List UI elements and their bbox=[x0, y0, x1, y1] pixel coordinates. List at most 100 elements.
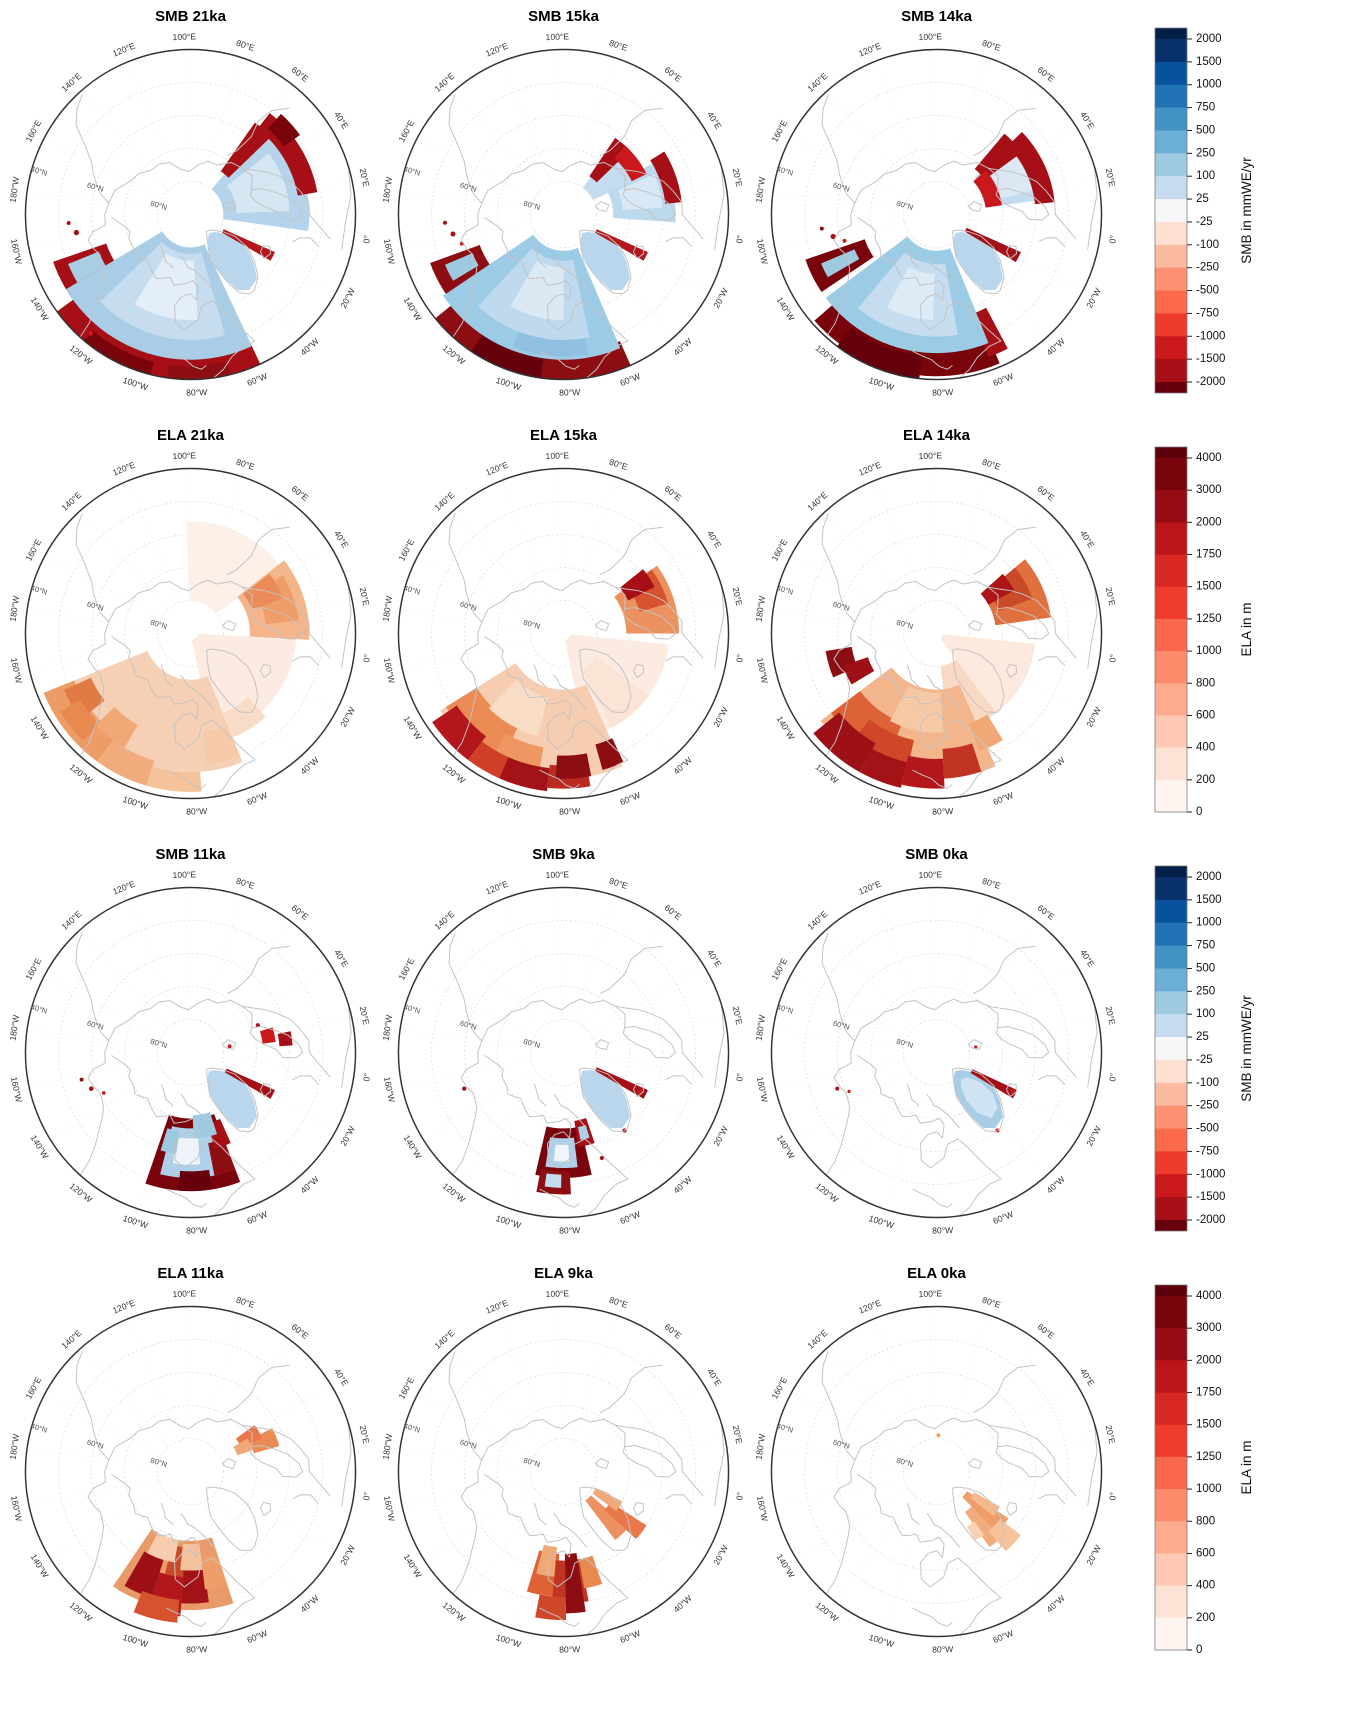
colorbar-tick-label: 1000 bbox=[1196, 917, 1222, 929]
longitude-label: 180°W bbox=[381, 175, 395, 203]
longitude-label: 100°E bbox=[172, 1288, 196, 1299]
longitude-label: 160°E bbox=[23, 118, 43, 144]
longitude-gridline bbox=[75, 505, 169, 610]
colorbar-tick-label: 500 bbox=[1196, 124, 1215, 136]
longitude-gridline bbox=[969, 1475, 1102, 1496]
longitude-label: 180°W bbox=[754, 175, 768, 203]
longitude-label: 100°W bbox=[122, 1632, 151, 1650]
panel-title: SMB 0ka bbox=[905, 846, 968, 863]
panel-title: SMB 21ka bbox=[155, 8, 226, 25]
longitude-label: 60°E bbox=[290, 903, 311, 923]
coastline bbox=[75, 94, 110, 204]
longitude-gridline bbox=[210, 917, 297, 1027]
longitude-label: 160°E bbox=[396, 956, 416, 982]
coastline bbox=[854, 998, 999, 1042]
longitude-label: 80°E bbox=[981, 457, 1002, 472]
coastline bbox=[553, 1512, 588, 1548]
colorbar-tick-label: 500 bbox=[1196, 962, 1215, 974]
coastline bbox=[1005, 1082, 1018, 1098]
longitude-label: 60°E bbox=[1036, 1322, 1057, 1342]
longitude-label: 80°W bbox=[186, 1225, 208, 1236]
data-region bbox=[974, 1045, 978, 1049]
data-region bbox=[445, 687, 519, 759]
longitude-label: 0° bbox=[361, 234, 372, 244]
longitude-label: 40°E bbox=[1078, 1367, 1097, 1388]
longitude-label: 140°W bbox=[402, 1133, 425, 1161]
colorbar-tick-label: 200 bbox=[1196, 774, 1215, 786]
longitude-label: 140°W bbox=[29, 1133, 52, 1161]
coastline bbox=[79, 621, 110, 757]
longitude-label: 20°W bbox=[711, 1543, 730, 1567]
coastline bbox=[160, 1083, 174, 1107]
colorbar-segment bbox=[1155, 1617, 1187, 1651]
longitude-label: 160°W bbox=[755, 238, 770, 266]
coastline bbox=[912, 1607, 953, 1627]
panel-ela-9ka: ELA 9ka 0° 20°E 40°E 60°E 80°E 100°E 120°E 140°E… bbox=[377, 1263, 750, 1658]
longitude-label: 60°W bbox=[246, 790, 270, 808]
colorbar-tick-label: 400 bbox=[1196, 1580, 1215, 1592]
colorbar-tick-label: -500 bbox=[1196, 285, 1219, 297]
figure-root: SMB 21ka 0° 20°E 40°E 60°E 80°E 100°E 120°E 140°… bbox=[8, 8, 1254, 1658]
latitude-gridline bbox=[464, 953, 663, 1152]
longitude-label: 180°W bbox=[381, 1432, 395, 1460]
coastline bbox=[341, 1423, 352, 1507]
colorbar-tick-label: 800 bbox=[1196, 677, 1215, 689]
coastline bbox=[632, 244, 645, 260]
colorbar-segment bbox=[1155, 1128, 1187, 1152]
coastline bbox=[595, 1458, 610, 1469]
longitude-label: 60°W bbox=[992, 371, 1016, 389]
data-region bbox=[66, 221, 71, 226]
longitude-label: 80°E bbox=[608, 457, 629, 472]
coastline bbox=[825, 1040, 856, 1176]
longitude-gridline bbox=[821, 505, 915, 610]
coastline bbox=[595, 620, 610, 631]
colorbar-tick-label: -1500 bbox=[1196, 1191, 1225, 1203]
coastline bbox=[292, 1075, 319, 1085]
longitude-label: 60°W bbox=[246, 1628, 270, 1646]
longitude-gridline bbox=[871, 1312, 925, 1441]
colorbar-ela: 4000300020001750150012501000800600400200… bbox=[1154, 446, 1254, 818]
longitude-gridline bbox=[184, 1306, 190, 1439]
latitude-gridline bbox=[530, 1019, 597, 1086]
longitude-label: 100°E bbox=[545, 869, 569, 880]
coastline bbox=[484, 216, 629, 379]
coastline bbox=[166, 1188, 207, 1208]
colorbar-segment bbox=[1155, 683, 1187, 717]
colorbar-segment bbox=[1155, 39, 1187, 63]
longitude-label: 140°W bbox=[775, 1133, 798, 1161]
colorbar-tick-label: 3000 bbox=[1196, 1322, 1222, 1334]
data-region bbox=[594, 1067, 648, 1099]
longitude-label: 60°E bbox=[290, 65, 311, 85]
latitude-gridline bbox=[903, 600, 970, 667]
latitude-label: 40°N bbox=[776, 164, 795, 177]
coastline bbox=[452, 1040, 483, 1176]
coastline bbox=[481, 1417, 626, 1461]
data-region bbox=[257, 113, 318, 196]
coastline bbox=[987, 586, 1077, 659]
coastline bbox=[952, 1067, 1005, 1133]
coastline bbox=[912, 350, 953, 370]
longitude-label: 60°E bbox=[663, 484, 684, 504]
longitude-label: 60°W bbox=[619, 790, 643, 808]
longitude-gridline bbox=[498, 893, 552, 1022]
data-region bbox=[973, 170, 1002, 208]
longitude-gridline bbox=[969, 1056, 1102, 1077]
coastline bbox=[665, 1075, 692, 1085]
colorbar-tick-label: 2000 bbox=[1196, 33, 1222, 45]
coastline bbox=[539, 350, 580, 370]
coastline bbox=[614, 1424, 704, 1497]
longitude-label: 120°E bbox=[111, 1297, 137, 1315]
coastline bbox=[714, 166, 725, 250]
longitude-label: 180°W bbox=[754, 1013, 768, 1041]
coastline bbox=[533, 1083, 547, 1107]
coastline bbox=[821, 932, 856, 1042]
latitude-label: 60°N bbox=[86, 181, 105, 194]
panel-title: SMB 9ka bbox=[532, 846, 595, 863]
coastline bbox=[206, 229, 259, 295]
longitude-label: 80°W bbox=[186, 387, 208, 398]
latitude-gridline bbox=[804, 501, 1069, 766]
colorbar-tick-label: -250 bbox=[1196, 262, 1219, 274]
data-region bbox=[233, 1438, 253, 1456]
coastline bbox=[75, 1351, 110, 1461]
data-region bbox=[960, 1077, 998, 1119]
